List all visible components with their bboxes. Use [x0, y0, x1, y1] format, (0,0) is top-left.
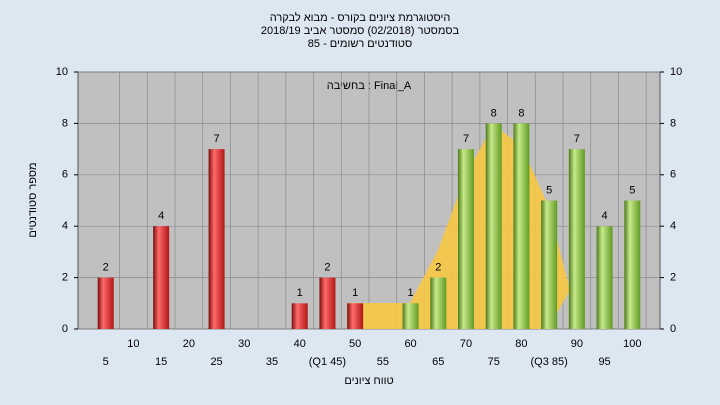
data-label: 8	[491, 107, 497, 119]
data-label: 1	[408, 287, 414, 299]
x-tick-label: 95	[598, 356, 610, 368]
bar	[319, 277, 336, 329]
bar	[97, 277, 114, 329]
data-label: 1	[297, 287, 303, 299]
y-tick-label: 8	[62, 117, 68, 129]
data-label: 4	[602, 210, 608, 222]
y2-tick-label: 0	[670, 323, 676, 335]
y-tick-label: 6	[62, 169, 68, 181]
data-label: 7	[214, 133, 220, 145]
x-tick-label: 35	[266, 356, 278, 368]
data-label: 7	[463, 133, 469, 145]
data-label: 5	[629, 184, 635, 196]
x-tick-label: 70	[460, 338, 472, 350]
data-label: 4	[158, 210, 164, 222]
bar	[541, 200, 558, 329]
bar	[347, 303, 364, 329]
chart-subtitle: בסמסטר (02/2018) סמסטר אביב 2018/19	[261, 25, 460, 37]
y2-tick-label: 2	[670, 272, 676, 284]
bar	[208, 149, 225, 329]
bar	[596, 226, 613, 329]
x-tick-label: 25	[210, 356, 222, 368]
x-tick-label: 60	[404, 338, 416, 350]
data-label: 2	[324, 262, 330, 274]
bar	[485, 123, 502, 330]
bar	[513, 123, 530, 330]
y2-tick-label: 6	[670, 169, 676, 181]
bar	[458, 149, 474, 329]
y2-tick-label: 8	[670, 117, 676, 129]
bar	[402, 303, 419, 329]
y2-tick-label: 4	[670, 220, 676, 232]
bar	[624, 200, 641, 329]
x-tick-label: (Q1 45)	[309, 356, 346, 368]
data-label: 8	[518, 107, 524, 119]
y-tick-label: 0	[62, 323, 68, 335]
chart-title: היסטוגרמת ציונים בקורס - מבוא לבקרה	[270, 11, 451, 24]
x-axis-label: טווח ציונים	[344, 375, 393, 387]
data-label: 7	[574, 133, 580, 145]
x-tick-label: 100	[623, 338, 641, 350]
bar	[568, 149, 585, 329]
x-tick-label: 90	[571, 338, 583, 350]
bar	[153, 226, 170, 329]
y-axis-label: מספר סטודנטים	[27, 162, 39, 237]
y-tick-label: 10	[56, 66, 68, 78]
x-tick-label: 65	[432, 356, 444, 368]
chart-subtitle: סטודנטים רשומים - 85	[308, 38, 412, 50]
x-tick-label: 55	[377, 356, 389, 368]
x-tick-label: 50	[349, 338, 361, 350]
data-label: 2	[435, 262, 441, 274]
x-tick-label: 75	[488, 356, 500, 368]
data-label: 1	[352, 287, 358, 299]
bar	[430, 277, 447, 329]
x-tick-label: (Q3 85)	[530, 356, 567, 368]
x-tick-label: 80	[515, 338, 527, 350]
x-tick-label: 40	[294, 338, 306, 350]
bar	[291, 303, 308, 329]
x-tick-label: 5	[103, 356, 109, 368]
data-label: 5	[546, 184, 552, 196]
data-label: 2	[103, 262, 109, 274]
y2-tick-label: 10	[670, 66, 682, 78]
x-tick-label: 30	[238, 338, 250, 350]
x-tick-label: 10	[127, 338, 139, 350]
y-tick-label: 2	[62, 272, 68, 284]
x-tick-label: 20	[183, 338, 195, 350]
y-tick-label: 4	[62, 220, 68, 232]
x-tick-label: 15	[155, 356, 167, 368]
